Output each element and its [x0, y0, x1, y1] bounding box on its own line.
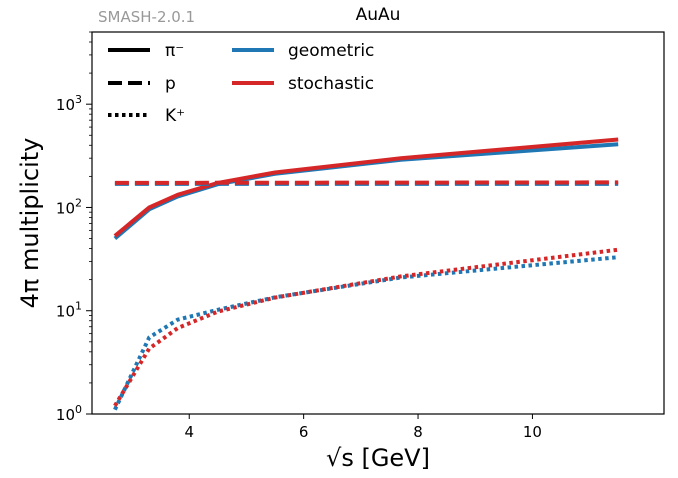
x-axis-label: √s [GeV] — [326, 444, 430, 472]
y-tick-label: 100 — [56, 403, 82, 424]
legend-style-label: p — [165, 74, 176, 94]
x-tick-label: 8 — [413, 423, 423, 441]
y-tick-label: 103 — [56, 93, 82, 114]
y-tick-label: 101 — [56, 300, 82, 321]
legend-style-label: π⁻ — [165, 41, 184, 61]
x-tick-label: 6 — [299, 423, 309, 441]
y-axis: 100 101 102 103 — [56, 31, 92, 424]
legend: π⁻ p K⁺ geometric stochastic — [108, 41, 374, 126]
series-line-1 — [113, 137, 619, 238]
y-axis-label: 4π multiplicity — [16, 138, 44, 309]
y-tick-label: 102 — [56, 196, 82, 217]
watermark: SMASH-2.0.1 — [98, 8, 195, 26]
legend-color-label: stochastic — [288, 74, 374, 94]
plot-series — [113, 137, 619, 411]
series-line-3 — [114, 180, 619, 185]
chart-title: AuAu — [356, 5, 401, 25]
legend-style-label: K⁺ — [165, 106, 185, 126]
x-tick-label: 10 — [523, 423, 542, 441]
x-axis: 4 6 8 10 — [184, 414, 542, 441]
series-line-5 — [113, 247, 619, 407]
series-line-4 — [113, 255, 619, 411]
plot-area-frame — [91, 31, 665, 415]
legend-color-label: geometric — [288, 41, 374, 61]
x-tick-label: 4 — [184, 423, 194, 441]
